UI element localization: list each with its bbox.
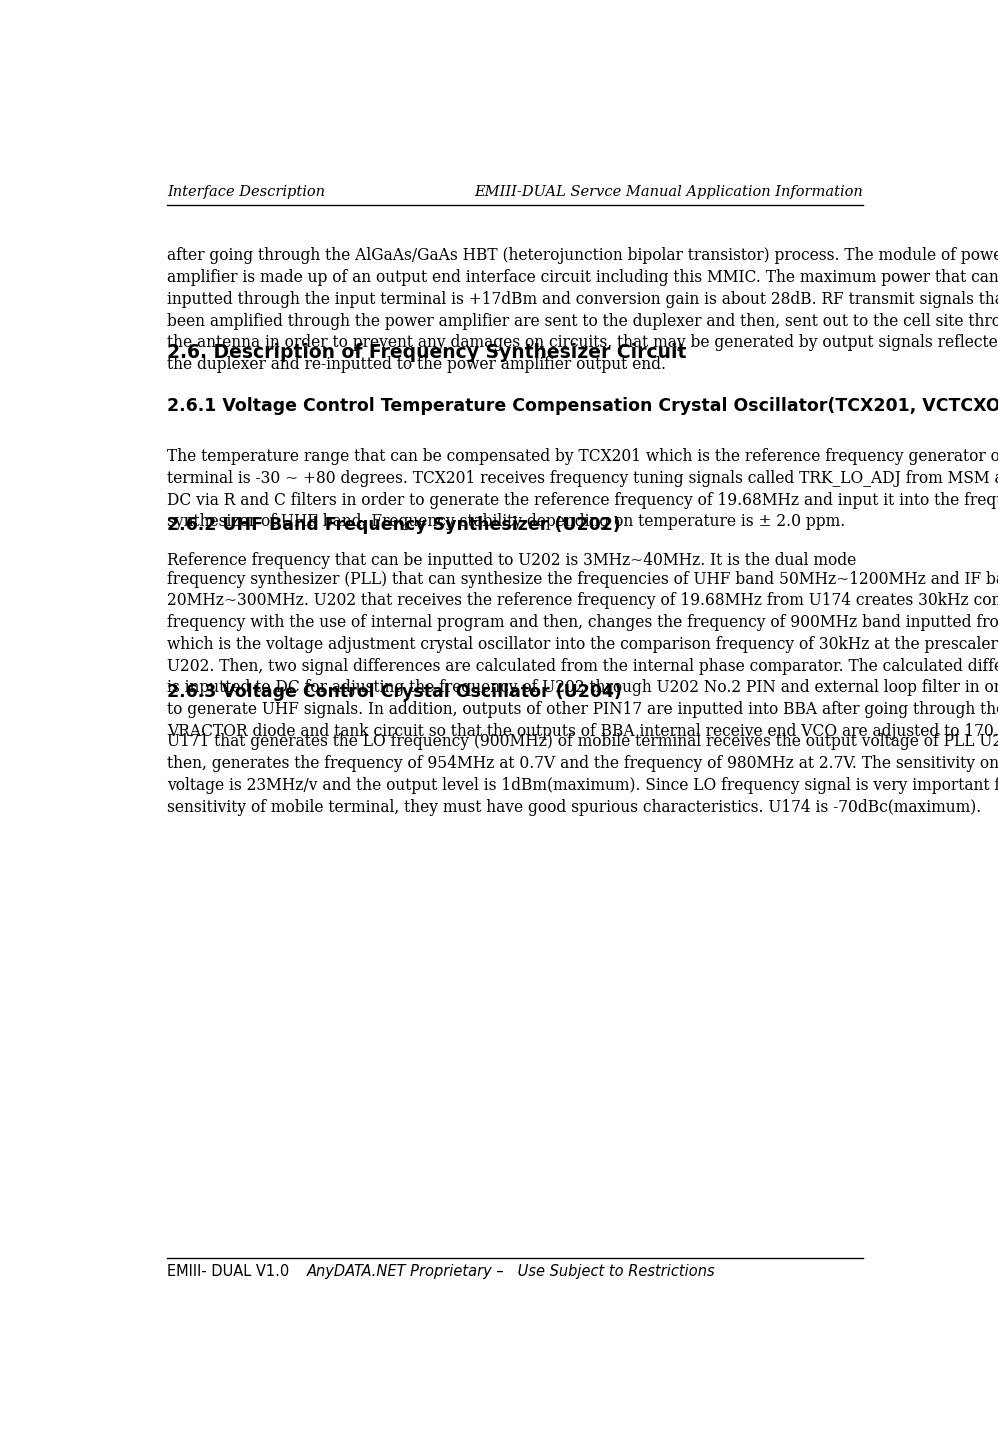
Text: 2.6.3 Voltage Control Crystal Oscillator (U204): 2.6.3 Voltage Control Crystal Oscillator… [168, 683, 622, 701]
Text: VRACTOR diode and tank circuit so that the outputs of BBA internal receive end V: VRACTOR diode and tank circuit so that t… [168, 723, 998, 740]
Text: been amplified through the power amplifier are sent to the duplexer and then, se: been amplified through the power amplifi… [168, 313, 998, 330]
Text: 2.6.1 Voltage Control Temperature Compensation Crystal Oscillator(TCX201, VCTCXO: 2.6.1 Voltage Control Temperature Compen… [168, 397, 998, 414]
Text: The temperature range that can be compensated by TCX201 which is the reference f: The temperature range that can be compen… [168, 447, 998, 465]
Text: inputted through the input terminal is +17dBm and conversion gain is about 28dB.: inputted through the input terminal is +… [168, 291, 998, 308]
Text: to generate UHF signals. In addition, outputs of other PIN17 are inputted into B: to generate UHF signals. In addition, ou… [168, 701, 998, 718]
Text: the duplexer and re-inputted to the power amplifier output end.: the duplexer and re-inputted to the powe… [168, 356, 667, 374]
Text: frequency synthesizer (PLL) that can synthesize the frequencies of UHF band 50MH: frequency synthesizer (PLL) that can syn… [168, 571, 998, 588]
Text: AnyDATA.NET Proprietary –   Use Subject to Restrictions: AnyDATA.NET Proprietary – Use Subject to… [307, 1264, 716, 1279]
Text: U202. Then, two signal differences are calculated from the internal phase compar: U202. Then, two signal differences are c… [168, 657, 998, 675]
Text: the antenna in order to prevent any damages on circuits, that may be generated b: the antenna in order to prevent any dama… [168, 334, 998, 352]
Text: 20MHz~300MHz. U202 that receives the reference frequency of 19.68MHz from U174 c: 20MHz~300MHz. U202 that receives the ref… [168, 592, 998, 610]
Text: 2.6.2 UHF Band Frequency Synthesizer (U202): 2.6.2 UHF Band Frequency Synthesizer (U2… [168, 515, 621, 534]
Text: U171 that generates the LO frequency (900MHz) of mobile terminal receives the ou: U171 that generates the LO frequency (90… [168, 734, 998, 750]
Text: synthesizer of UHF band. Frequency stability depending on temperature is ± 2.0 p: synthesizer of UHF band. Frequency stabi… [168, 513, 845, 530]
Text: after going through the AlGaAs/GaAs HBT (heterojunction bipolar transistor) proc: after going through the AlGaAs/GaAs HBT … [168, 248, 998, 265]
Text: is inputted to DC for adjusting the frequency of U202 through U202 No.2 PIN and : is inputted to DC for adjusting the freq… [168, 679, 998, 696]
Text: terminal is -30 ~ +80 degrees. TCX201 receives frequency tuning signals called T: terminal is -30 ~ +80 degrees. TCX201 re… [168, 469, 998, 487]
Text: EMIII- DUAL V1.0: EMIII- DUAL V1.0 [168, 1264, 289, 1279]
Text: which is the voltage adjustment crystal oscillator into the comparison frequency: which is the voltage adjustment crystal … [168, 636, 998, 653]
Text: frequency with the use of internal program and then, changes the frequency of 90: frequency with the use of internal progr… [168, 614, 998, 631]
Text: Reference frequency that can be inputted to U202 is 3MHz~40MHz. It is the dual m: Reference frequency that can be inputted… [168, 552, 856, 569]
Text: 2.6. Description of Frequency Synthesizer Circuit: 2.6. Description of Frequency Synthesize… [168, 343, 687, 362]
Text: amplifier is made up of an output end interface circuit including this MMIC. The: amplifier is made up of an output end in… [168, 269, 998, 287]
Text: sensitivity of mobile terminal, they must have good spurious characteristics. U1: sensitivity of mobile terminal, they mus… [168, 799, 982, 815]
Text: EMIII-DUAL Servce Manual Application Information: EMIII-DUAL Servce Manual Application Inf… [475, 185, 863, 200]
Text: DC via R and C filters in order to generate the reference frequency of 19.68MHz : DC via R and C filters in order to gener… [168, 491, 998, 508]
Text: Interface Description: Interface Description [168, 185, 325, 200]
Text: then, generates the frequency of 954MHz at 0.7V and the frequency of 980MHz at 2: then, generates the frequency of 954MHz … [168, 756, 998, 772]
Text: voltage is 23MHz/v and the output level is 1dBm(maximum). Since LO frequency sig: voltage is 23MHz/v and the output level … [168, 778, 998, 794]
